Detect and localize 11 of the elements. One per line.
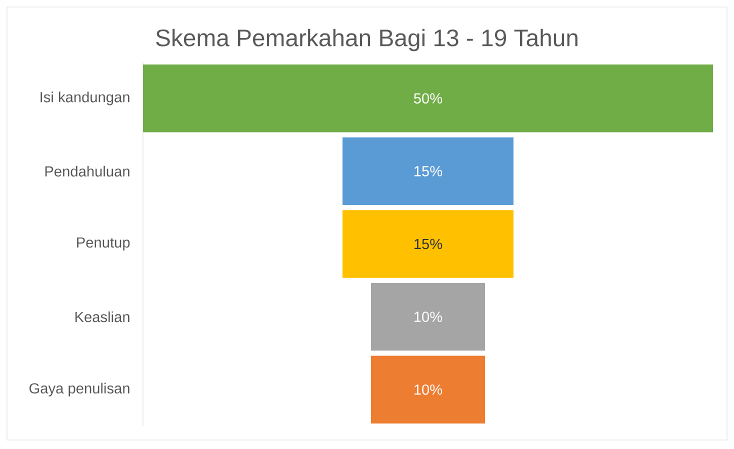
category-label: Pendahuluan	[45, 166, 130, 177]
data-label: 50%	[414, 93, 442, 104]
category-label: Penutup	[77, 237, 130, 251]
data-label: 15%	[414, 238, 442, 250]
data-label: 10%	[414, 312, 442, 322]
data-label: 10%	[414, 384, 442, 395]
text: Skema Pemarkahan Bagi 13 - 19 Tahun	[156, 28, 578, 52]
category-label: Isi kandungan	[40, 92, 130, 106]
data-label: 15%	[414, 166, 442, 176]
category-label: Keaslian	[75, 311, 130, 322]
category-label: Gaya penulisan	[29, 382, 130, 396]
